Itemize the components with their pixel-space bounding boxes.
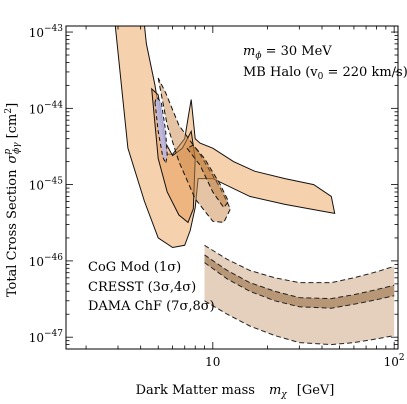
cresst-band-outer-upper-line <box>204 244 395 284</box>
cresst-band-outer-lower-line <box>204 300 395 346</box>
legend-dama: DAMA ChF (7σ,8σ) <box>88 299 215 314</box>
cresst-band-inner-upper-line <box>204 254 395 300</box>
x-axis-label: Dark Matter mass mχ [GeV] <box>136 383 335 400</box>
cresst-band-inner <box>204 254 395 309</box>
series-layer <box>114 26 395 346</box>
x-tick-label: 10 <box>205 355 220 369</box>
annotation-mass: mϕ = 30 MeV <box>243 44 332 61</box>
axes-layer: 10−43 10−44 10−45 10−46 10−47 10 102 <box>29 24 405 369</box>
y-axis-label: Total Cross Sectionσpϕγ[cm2] <box>3 103 22 297</box>
legend-cresst: CRESST (3σ,4σ) <box>88 280 196 295</box>
cresst-band-outer <box>204 245 395 345</box>
y-tick-label: 10−43 <box>29 24 64 40</box>
legend-cog: CoG Mod (1σ) <box>88 260 181 275</box>
annotation-halo: MB Halo (v0 = 220 km/s) <box>243 65 407 82</box>
x-tick-label: 102 <box>384 353 405 369</box>
series-group <box>114 26 395 346</box>
y-tick-label: 10−47 <box>29 329 64 345</box>
y-tick-label: 10−44 <box>29 100 64 116</box>
cresst-band-inner-lower-line <box>204 262 395 309</box>
cresst-island-inner <box>186 144 230 209</box>
cresst-island-outer <box>157 77 231 223</box>
y-tick-label: 10−46 <box>29 253 64 269</box>
cog-region <box>154 96 168 165</box>
y-tick-label: 10−45 <box>29 177 64 193</box>
plot-frame <box>65 25 399 350</box>
